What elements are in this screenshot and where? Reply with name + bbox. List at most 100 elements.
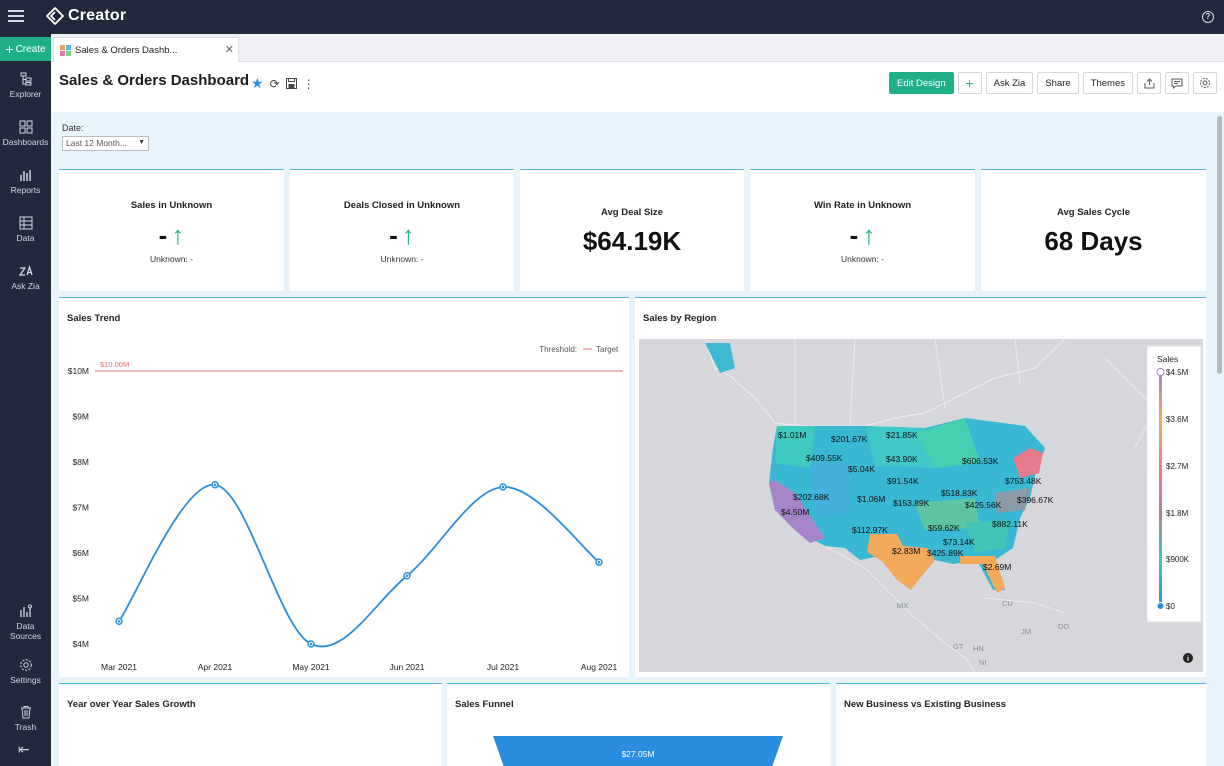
x-tick-label: May 2021 xyxy=(292,662,330,672)
sidebar-item-data-sources[interactable]: Data Sources xyxy=(0,604,51,641)
sidebar-item-ask-zia[interactable]: Ask Zia xyxy=(0,264,51,291)
sidebar-item-label: Dashboards xyxy=(2,137,49,147)
kpi-card-deals-closed[interactable]: Deals Closed in Unknown - ↑ Unknown: - xyxy=(290,169,514,291)
kpi-card-win-rate[interactable]: Win Rate in Unknown - ↑ Unknown: - xyxy=(750,169,975,291)
ask-zia-button[interactable]: Ask Zia xyxy=(985,72,1034,94)
date-filter-select[interactable]: Last 12 Month... ▼ xyxy=(62,136,149,151)
country-label: GT xyxy=(953,642,964,651)
y-tick-label: $5M xyxy=(72,594,89,604)
data-point-core xyxy=(597,560,601,564)
reports-icon xyxy=(19,170,31,181)
sidebar-item-settings[interactable]: Settings xyxy=(0,658,51,685)
sidebar-item-explorer[interactable]: Explorer xyxy=(0,72,51,99)
refresh-icon[interactable]: ⟳ xyxy=(269,76,280,91)
sidebar-item-trash[interactable]: Trash xyxy=(0,705,51,732)
add-button[interactable]: + xyxy=(957,72,982,94)
tab-label: Sales & Orders Dashb... xyxy=(75,44,178,56)
create-label: Create xyxy=(15,43,46,55)
kpi-value-text: - xyxy=(389,220,398,250)
sidebar-item-reports[interactable]: Reports xyxy=(0,168,51,195)
trend-up-arrow-icon: ↑ xyxy=(171,220,185,250)
state-label: $2.69M xyxy=(983,562,1011,572)
y-tick-label: $9M xyxy=(72,412,89,422)
data-icon xyxy=(19,216,32,230)
dashboard-settings-button[interactable] xyxy=(1193,72,1217,94)
page-title: Sales & Orders Dashboard xyxy=(59,72,250,89)
chart-title: Sales by Region xyxy=(643,313,717,324)
kpi-title: Win Rate in Unknown xyxy=(813,200,912,211)
more-options-icon[interactable]: ⋮ xyxy=(302,76,315,91)
kpi-value-text: - xyxy=(849,220,859,250)
sales-trend-chart: Threshold: Target $4M $5M $6M $7M $8M $9M $10M… xyxy=(68,345,623,672)
map-legend-tick: $4.5M xyxy=(1166,368,1189,377)
state-label: $202.68K xyxy=(793,492,830,502)
trash-icon xyxy=(20,706,31,719)
legend-bottom-handle xyxy=(1156,602,1165,610)
save-icon[interactable] xyxy=(285,78,297,89)
app-logo[interactable]: Creator xyxy=(46,7,126,25)
collapse-sidebar-icon[interactable]: ⇤ xyxy=(18,741,30,757)
sales-by-region-map[interactable]: $1.01M $201.67K $21.85K $409.55K $5.04K … xyxy=(635,298,1206,678)
kpi-value: - ↑ xyxy=(59,220,284,251)
chevron-down-icon: ▼ xyxy=(138,139,145,146)
favorite-star-icon[interactable]: ★ xyxy=(251,75,264,91)
state-label: $1.06M xyxy=(857,494,885,504)
state-label: $43.90K xyxy=(886,454,918,464)
settings-icon xyxy=(19,659,32,671)
tab-sales-orders-dashboard[interactable]: Sales & Orders Dashb... ✕ xyxy=(53,37,239,62)
menu-icon[interactable] xyxy=(8,10,24,24)
new-vs-existing-business-widget[interactable]: New Business vs Existing Business xyxy=(836,683,1206,766)
sidebar-item-label: Ask Zia xyxy=(11,281,40,291)
date-filter-label: Date: xyxy=(62,123,84,133)
state-label: $153.89K xyxy=(893,498,930,508)
kpi-title: Avg Sales Cycle xyxy=(1056,207,1131,218)
close-tab-icon[interactable]: ✕ xyxy=(224,44,234,56)
sales-funnel-widget[interactable]: Sales Funnel $27.05M xyxy=(447,683,830,766)
sidebar-item-data[interactable]: Data xyxy=(0,216,51,243)
create-button[interactable]: + Create xyxy=(0,37,51,61)
data-point-core xyxy=(213,483,217,487)
x-tick-label: Jun 2021 xyxy=(390,662,425,672)
dashboard-header: Sales & Orders Dashboard ★ ⟳ ⋮ Edit Desi… xyxy=(51,62,1224,112)
export-icon xyxy=(1144,77,1154,88)
trend-up-arrow-icon: ↑ xyxy=(401,220,415,250)
chart-title: Sales Funnel xyxy=(455,699,514,710)
state-label: $425.89K xyxy=(927,548,964,558)
kpi-card-avg-deal-size[interactable]: Avg Deal Size $64.19K xyxy=(520,169,744,291)
sales-line-series xyxy=(118,483,600,648)
x-tick-label: Aug 2021 xyxy=(581,662,618,672)
kpi-title: Avg Deal Size xyxy=(601,207,663,218)
kpi-card-avg-sales-cycle[interactable]: Avg Sales Cycle 68 Days xyxy=(981,169,1206,291)
app-name: Creator xyxy=(68,7,127,24)
country-label: DO xyxy=(1058,622,1069,631)
map-legend-tick: $1.8M xyxy=(1166,509,1189,518)
sales-by-region-widget[interactable]: Sales by Region $1.01M $201.67K $2 xyxy=(635,297,1206,677)
kpi-value-text: - xyxy=(158,220,168,250)
export-button[interactable] xyxy=(1137,72,1161,94)
kpi-subtext: Unknown: - xyxy=(380,254,424,264)
themes-button[interactable]: Themes xyxy=(1082,72,1133,94)
sidebar-item-label: Data xyxy=(16,233,35,243)
map-legend xyxy=(1146,345,1202,623)
state-label: $1.01M xyxy=(778,430,806,440)
help-icon[interactable]: ? xyxy=(1202,11,1214,23)
sales-trend-widget[interactable]: Sales Trend Threshold: Target $4M $5M $6M $… xyxy=(59,297,629,677)
state-label: $112.97K xyxy=(852,525,888,535)
sidebar-item-dashboards[interactable]: Dashboards xyxy=(0,120,51,147)
map-legend-tick: $0 xyxy=(1166,602,1175,611)
kpi-value: - ↑ xyxy=(290,220,514,251)
explorer-icon xyxy=(20,72,31,86)
kpi-subtext: Unknown: - xyxy=(841,254,884,264)
state-label: $2.83M xyxy=(892,546,920,556)
kpi-card-sales[interactable]: Sales in Unknown - ↑ Unknown: - xyxy=(59,169,284,291)
share-button[interactable]: Share xyxy=(1037,72,1079,94)
edit-design-button[interactable]: Edit Design xyxy=(889,72,954,94)
yoy-sales-growth-widget[interactable]: Year over Year Sales Growth xyxy=(59,683,442,766)
sidebar-item-label: Reports xyxy=(10,185,41,195)
comments-button[interactable] xyxy=(1165,72,1189,94)
vertical-scrollbar[interactable] xyxy=(1217,116,1222,374)
y-tick-label: $7M xyxy=(72,503,89,513)
legend-top-handle xyxy=(1156,368,1165,376)
data-point-core xyxy=(501,485,505,489)
state-label: $882.11K xyxy=(992,519,1028,529)
